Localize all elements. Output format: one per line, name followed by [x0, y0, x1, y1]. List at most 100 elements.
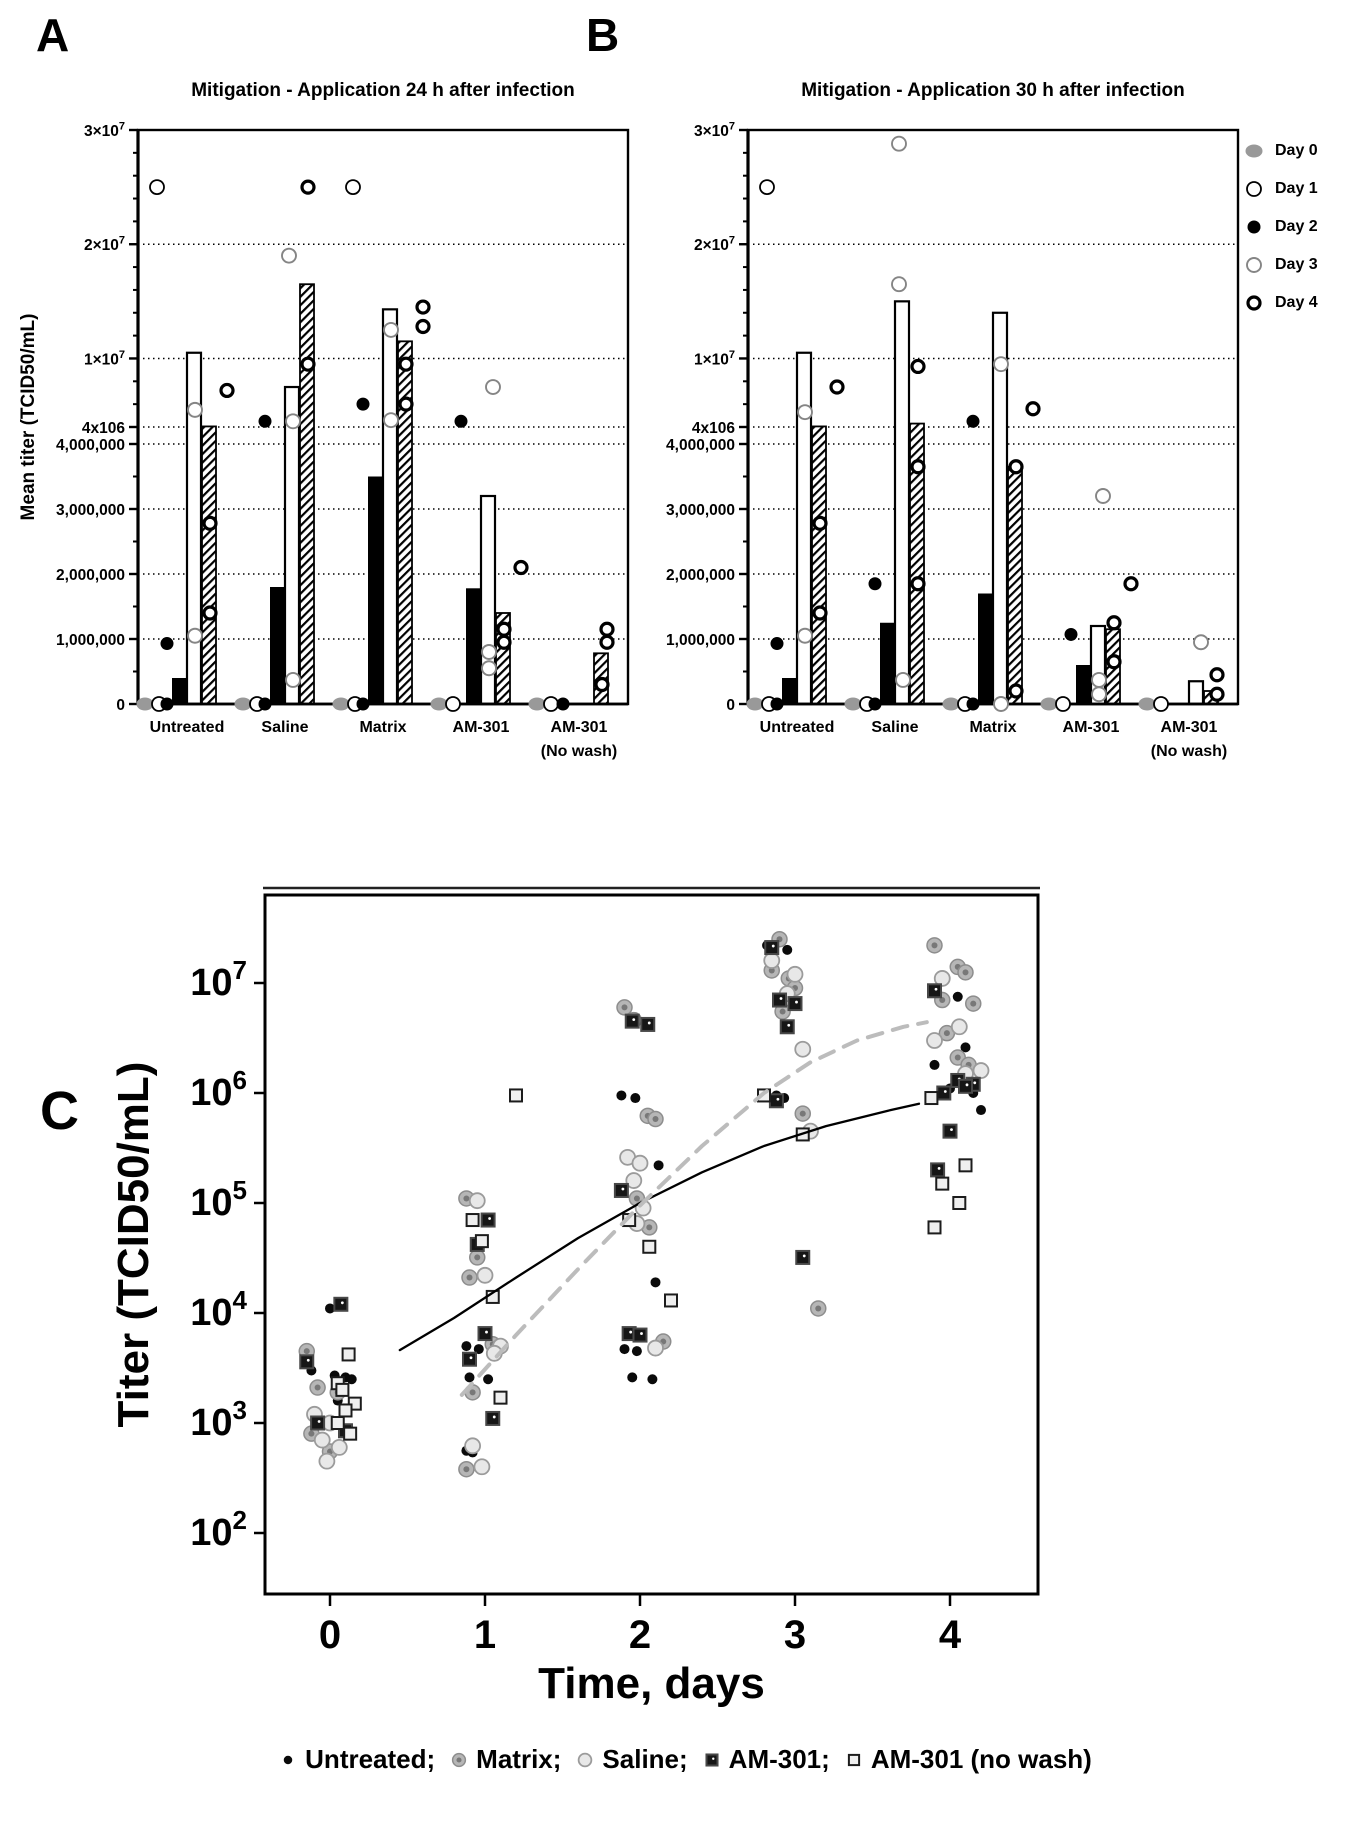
y-tick-label: 107 — [190, 955, 247, 1004]
panel-a-letter: A — [36, 9, 70, 61]
bar-matrix-day2 — [978, 593, 992, 704]
day2-marker — [556, 697, 570, 711]
day4-marker — [398, 356, 414, 372]
tick-superscript: 7 — [119, 235, 125, 247]
am301-legend-icon — [705, 1752, 719, 1767]
am301-square — [795, 1249, 811, 1265]
nowash-square — [935, 1176, 950, 1191]
day4-marker — [300, 179, 316, 195]
nowash-square — [341, 1347, 356, 1362]
day3-marker — [1246, 257, 1262, 273]
saline-marker — [794, 1040, 812, 1058]
day3-marker — [1091, 686, 1107, 703]
am301-marker — [705, 1752, 719, 1767]
day4-marker — [1106, 615, 1122, 631]
day4-marker — [910, 459, 926, 475]
panel-a-chart: Mitigation - Application 24 h after infe… — [8, 70, 653, 776]
untreated-marker — [630, 1093, 641, 1104]
nowash-square — [847, 1753, 860, 1766]
day2-marker — [356, 697, 370, 711]
tick-superscript: 5 — [233, 1175, 247, 1205]
nowash-square — [924, 1091, 939, 1106]
am301-fleck — [469, 1356, 473, 1360]
bar-saline-day3 — [893, 300, 911, 706]
matrix-marker — [469, 1249, 486, 1266]
series-nowash — [330, 1088, 973, 1441]
saline-marker — [950, 1018, 968, 1036]
day4-marker — [1123, 576, 1139, 592]
am301-square — [787, 996, 803, 1012]
nowash-square — [335, 1382, 350, 1397]
am301-fleck — [943, 1090, 947, 1093]
am301-fleck — [647, 1021, 651, 1025]
day4-legend-icon — [1246, 295, 1262, 311]
saline-marker — [933, 970, 951, 987]
untreated-marker — [473, 1344, 484, 1355]
am301-fleck — [317, 1420, 321, 1423]
tick-superscript: 7 — [729, 349, 735, 361]
day2-marker — [258, 414, 272, 428]
plot-frame — [263, 893, 1040, 1596]
day3-marker — [895, 672, 911, 688]
day0-marker — [844, 697, 862, 711]
saline-marker — [473, 1458, 491, 1476]
am301-square — [480, 1212, 496, 1228]
saline-marker — [464, 1437, 482, 1455]
chart-title: Mitigation - Application 30 h after infe… — [801, 80, 1185, 101]
day-legend-item: Day 4 — [1243, 284, 1318, 322]
matrix-marker — [309, 1379, 326, 1396]
tick-superscript: 7 — [119, 349, 125, 361]
matrix-core — [469, 1389, 476, 1396]
day4-marker — [415, 318, 431, 335]
day3-marker — [1095, 488, 1111, 504]
day1-marker — [1055, 696, 1071, 712]
day2-marker — [356, 397, 370, 411]
day4-marker — [202, 515, 218, 531]
untreated-marker — [483, 1374, 494, 1385]
day1-marker — [759, 179, 775, 196]
y-tick-label: 1×107 — [84, 349, 125, 369]
category-label: AM-301 — [551, 719, 608, 736]
tick-superscript: 6 — [233, 1065, 247, 1095]
y-axis-label: Titer (TCID50/mL) — [109, 1062, 158, 1428]
matrix-core — [943, 1030, 950, 1037]
category-label-line2: (No wash) — [541, 743, 617, 760]
am301-fleck — [787, 1023, 791, 1027]
day-legend-label: Day 4 — [1275, 294, 1318, 311]
matrix-marker — [641, 1219, 658, 1236]
matrix-marker — [461, 1269, 478, 1286]
day4-marker — [496, 621, 512, 637]
am301-marker — [613, 1182, 629, 1198]
day0-marker — [942, 697, 960, 711]
day3-marker — [1091, 672, 1107, 688]
untreated-marker — [619, 1344, 630, 1355]
day4-marker — [513, 559, 529, 576]
matrix-core — [463, 1195, 470, 1202]
saline-marker — [625, 1172, 643, 1189]
day4-marker — [202, 605, 218, 621]
am301-marker — [640, 1016, 656, 1032]
chart-A: Mitigation - Application 24 h after infe… — [18, 80, 630, 760]
series-legend-item: AM-301; — [700, 1744, 830, 1775]
am301-square — [764, 940, 780, 956]
am301-fleck — [965, 1083, 969, 1087]
untreated-marker — [782, 944, 793, 955]
matrix-marker — [926, 937, 943, 954]
day4-marker — [219, 382, 235, 399]
matrix-core — [962, 969, 969, 976]
x-tick-label: 3 — [784, 1613, 806, 1657]
y-tick-label: 3×107 — [84, 120, 125, 140]
day4-marker — [1209, 667, 1225, 683]
matrix-core — [633, 1195, 640, 1202]
day4-marker — [398, 396, 414, 412]
am301-square — [936, 1085, 952, 1101]
bar-matrix-day3 — [381, 308, 399, 706]
day1-marker — [1246, 181, 1262, 197]
saline-marker — [578, 1752, 593, 1767]
day2-marker — [770, 637, 784, 651]
fit-line-treated-fit — [459, 1020, 929, 1397]
am301-fleck — [802, 1254, 806, 1258]
x-tick-label: 2 — [629, 1613, 651, 1657]
day1-marker — [345, 179, 361, 196]
am301-marker — [795, 1249, 811, 1265]
